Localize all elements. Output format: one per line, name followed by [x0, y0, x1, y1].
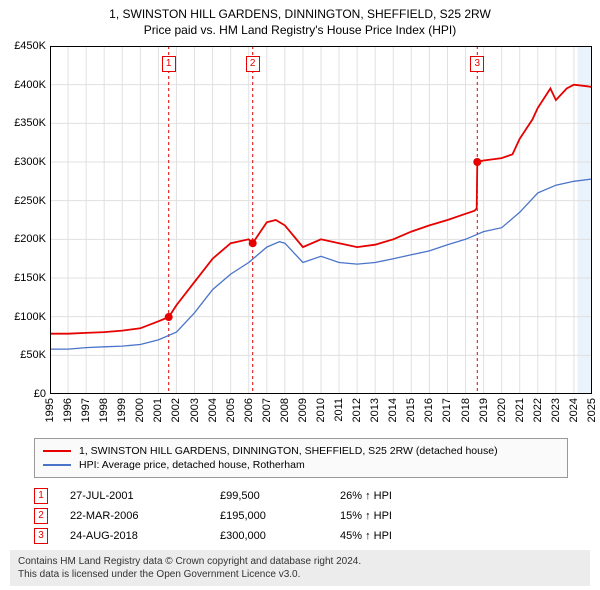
- legend-item-hpi: HPI: Average price, detached house, Roth…: [43, 459, 559, 471]
- event-pct-1: 26% ↑ HPI: [340, 490, 392, 502]
- event-date-1: 27-JUL-2001: [70, 490, 220, 502]
- y-tick-label: £450K: [14, 40, 46, 52]
- event-price-2: £195,000: [220, 510, 340, 522]
- event-date-2: 22-MAR-2006: [70, 510, 220, 522]
- x-tick-label: 2015: [405, 398, 417, 422]
- x-tick-label: 2003: [189, 398, 201, 422]
- legend-swatch-hpi: [43, 464, 71, 466]
- x-tick-label: 1997: [80, 398, 92, 422]
- x-tick-label: 2007: [261, 398, 273, 422]
- x-tick-label: 1995: [44, 398, 56, 422]
- x-tick-label: 2018: [460, 398, 472, 422]
- y-tick-label: £250K: [14, 195, 46, 207]
- event-marker-3: 3: [34, 528, 48, 544]
- x-tick-label: 2011: [333, 398, 345, 422]
- footer-line-2: This data is licensed under the Open Gov…: [18, 568, 582, 581]
- event-marker-1: 1: [34, 488, 48, 504]
- event-line-marker-3: 3: [470, 56, 484, 72]
- x-tick-label: 2006: [243, 398, 255, 422]
- x-tick-label: 2022: [532, 398, 544, 422]
- event-row-1: 1 27-JUL-2001 £99,500 26% ↑ HPI: [34, 488, 392, 504]
- x-tick-label: 2020: [496, 398, 508, 422]
- events-table: 1 27-JUL-2001 £99,500 26% ↑ HPI 2 22-MAR…: [34, 484, 392, 548]
- x-tick-label: 2013: [369, 398, 381, 422]
- event-pct-3: 45% ↑ HPI: [340, 530, 392, 542]
- x-tick-label: 2002: [170, 398, 182, 422]
- y-tick-label: £400K: [14, 79, 46, 91]
- event-row-2: 2 22-MAR-2006 £195,000 15% ↑ HPI: [34, 508, 392, 524]
- x-tick-label: 2023: [550, 398, 562, 422]
- x-tick-label: 2010: [315, 398, 327, 422]
- legend-item-subject: 1, SWINSTON HILL GARDENS, DINNINGTON, SH…: [43, 445, 559, 457]
- title-line-1: 1, SWINSTON HILL GARDENS, DINNINGTON, SH…: [0, 6, 600, 22]
- x-tick-label: 2021: [514, 398, 526, 422]
- x-tick-label: 2012: [351, 398, 363, 422]
- x-tick-label: 2005: [225, 398, 237, 422]
- x-tick-label: 2000: [134, 398, 146, 422]
- x-tick-label: 1996: [62, 398, 74, 422]
- x-tick-label: 2009: [297, 398, 309, 422]
- legend-label-subject: 1, SWINSTON HILL GARDENS, DINNINGTON, SH…: [79, 445, 498, 457]
- footer-line-1: Contains HM Land Registry data © Crown c…: [18, 555, 582, 568]
- plot-svg: [50, 46, 592, 394]
- chart-container: 1, SWINSTON HILL GARDENS, DINNINGTON, SH…: [0, 0, 600, 590]
- event-marker-2: 2: [34, 508, 48, 524]
- x-tick-label: 2008: [279, 398, 291, 422]
- y-tick-label: £350K: [14, 117, 46, 129]
- x-tick-label: 2004: [207, 398, 219, 422]
- x-tick-label: 1998: [98, 398, 110, 422]
- event-row-3: 3 24-AUG-2018 £300,000 45% ↑ HPI: [34, 528, 392, 544]
- footer-attribution: Contains HM Land Registry data © Crown c…: [10, 550, 590, 586]
- y-tick-label: £300K: [14, 156, 46, 168]
- event-price-1: £99,500: [220, 490, 340, 502]
- x-tick-label: 1999: [116, 398, 128, 422]
- y-tick-label: £150K: [14, 272, 46, 284]
- chart-title: 1, SWINSTON HILL GARDENS, DINNINGTON, SH…: [0, 0, 600, 38]
- event-line-marker-1: 1: [162, 56, 176, 72]
- legend-swatch-subject: [43, 450, 71, 452]
- x-tick-label: 2025: [586, 398, 598, 422]
- legend-label-hpi: HPI: Average price, detached house, Roth…: [79, 459, 305, 471]
- x-tick-label: 2019: [478, 398, 490, 422]
- x-tick-label: 2017: [441, 398, 453, 422]
- legend: 1, SWINSTON HILL GARDENS, DINNINGTON, SH…: [34, 438, 568, 478]
- x-tick-label: 2014: [387, 398, 399, 422]
- title-line-2: Price paid vs. HM Land Registry's House …: [0, 22, 600, 38]
- x-tick-label: 2024: [568, 398, 580, 422]
- event-date-3: 24-AUG-2018: [70, 530, 220, 542]
- plot-area: [50, 46, 592, 394]
- event-price-3: £300,000: [220, 530, 340, 542]
- y-tick-label: £50K: [20, 349, 46, 361]
- x-tick-label: 2001: [152, 398, 164, 422]
- event-pct-2: 15% ↑ HPI: [340, 510, 392, 522]
- x-tick-label: 2016: [423, 398, 435, 422]
- y-tick-label: £200K: [14, 233, 46, 245]
- y-tick-label: £100K: [14, 311, 46, 323]
- event-line-marker-2: 2: [246, 56, 260, 72]
